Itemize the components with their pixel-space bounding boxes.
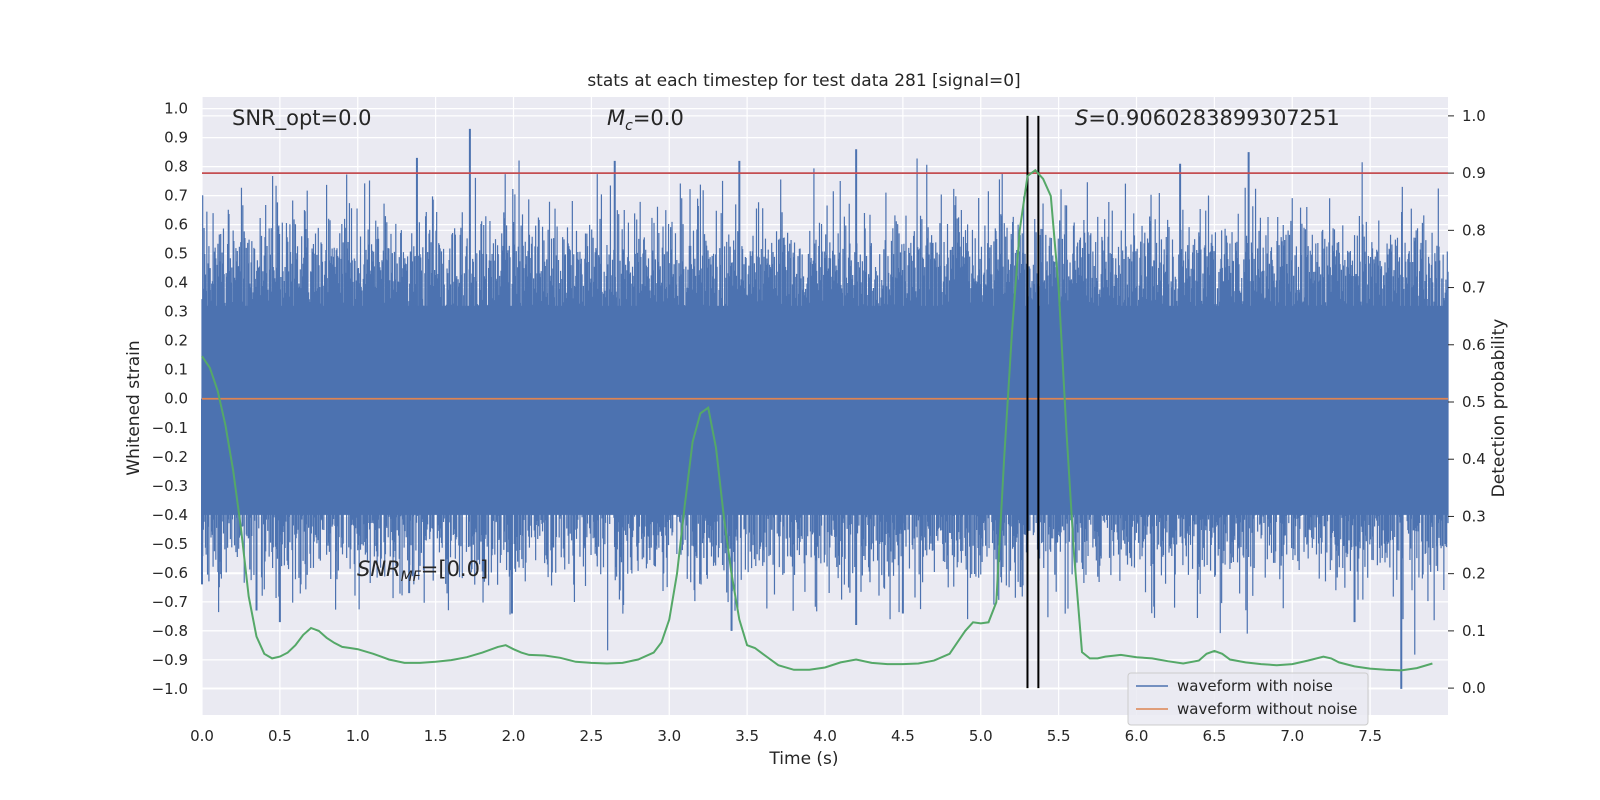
y-axis-label: Whitened strain — [124, 340, 144, 475]
y-tick-label: 0.7 — [164, 187, 188, 205]
y2-tick-label: 0.3 — [1462, 507, 1486, 525]
x-tick-label: 0.0 — [190, 727, 214, 745]
legend-box — [1127, 672, 1369, 726]
annotation-mc-value: =0.0 — [633, 106, 684, 130]
y2-tick-label: 0.6 — [1462, 336, 1486, 354]
y-tick-label: −0.1 — [152, 419, 188, 437]
legend-label-waveform-without-noise: waveform without noise — [1177, 700, 1357, 718]
x-tick-label: 6.5 — [1202, 727, 1226, 745]
x-tick-label: 2.0 — [502, 727, 526, 745]
y2-tick-label: 0.9 — [1462, 164, 1486, 182]
annotation-snr-mf: SNRMF=[0.0] — [357, 557, 488, 585]
y2-tick-label: 0.8 — [1462, 221, 1486, 239]
x-tick-label: 4.5 — [891, 727, 915, 745]
detection-markers — [1026, 115, 1040, 689]
x-tick-label: 1.0 — [346, 727, 370, 745]
y-axis-ticks: 1.0 0.9 0.8 0.7 0.6 0.5 0.4 0.3 0.2 0.1 0.0 −0.1 −0.… — [152, 100, 188, 698]
annotation-mc-subscript: c — [625, 118, 633, 134]
y-tick-label: 0.1 — [164, 361, 188, 379]
y-tick-label: −0.8 — [152, 622, 188, 640]
x-tick-label: 1.5 — [424, 727, 448, 745]
legend-label-waveform-with-noise: waveform with noise — [1177, 677, 1333, 695]
annotation-s-symbol: S — [1075, 106, 1088, 130]
y-tick-label: 0.6 — [164, 216, 188, 234]
x-tick-label: 0.5 — [268, 727, 292, 745]
chart-title: stats at each timestep for test data 281… — [587, 71, 1020, 91]
annotation-snr-mf-value: =[0.0] — [421, 557, 488, 581]
x-tick-label: 6.0 — [1125, 727, 1149, 745]
y2-axis-label: Detection probability — [1489, 319, 1509, 498]
y-tick-label: −0.9 — [152, 651, 188, 669]
x-axis-ticks: 0.0 0.5 1.0 1.5 2.0 2.5 3.0 3.5 4.0 4.5 5.0 5.5 6.0 6… — [190, 727, 1382, 745]
annotation-s: S=0.9060283899307251 — [1075, 106, 1340, 130]
annotation-mc: Mc=0.0 — [607, 106, 684, 134]
annotation-snr-opt: SNR_opt=0.0 — [232, 106, 372, 131]
noise-core-band — [202, 305, 1448, 515]
y2-tick-label: 1.0 — [1462, 107, 1486, 125]
x-tick-label: 4.0 — [813, 727, 837, 745]
annotation-snr-mf-symbol: SNR — [357, 557, 401, 581]
y-tick-label: −0.4 — [152, 506, 188, 524]
y-tick-label: 0.2 — [164, 332, 188, 350]
y2-tick-label: 0.5 — [1462, 393, 1486, 411]
y2-tick-label: 0.2 — [1462, 565, 1486, 583]
x-tick-label: 3.0 — [657, 727, 681, 745]
x-tick-label: 7.5 — [1358, 727, 1382, 745]
annotation-mc-symbol: M — [607, 106, 625, 130]
y-tick-label: −0.3 — [152, 477, 188, 495]
y2-tick-label: 0.1 — [1462, 622, 1486, 640]
y2-axis-ticks: 1.0 0.9 0.8 0.7 0.6 0.5 0.4 0.3 0.2 0.1 0.0 — [1448, 107, 1486, 697]
y2-tick-label: 0.7 — [1462, 279, 1486, 297]
x-tick-label: 3.5 — [735, 727, 759, 745]
y-tick-label: −1.0 — [152, 680, 188, 698]
x-tick-label: 7.0 — [1280, 727, 1304, 745]
annotation-s-value: =0.9060283899307251 — [1088, 106, 1339, 130]
series-waveform-with-noise-peaks — [201, 128, 1403, 689]
x-tick-label: 5.0 — [969, 727, 993, 745]
legend: waveform with noise waveform without noi… — [1127, 672, 1369, 726]
x-axis-label: Time (s) — [768, 749, 838, 769]
y-tick-label: −0.5 — [152, 535, 188, 553]
y-tick-label: 1.0 — [164, 100, 188, 118]
x-tick-label: 5.5 — [1047, 727, 1071, 745]
y-tick-label: −0.7 — [152, 593, 188, 611]
y2-tick-label: 0.4 — [1462, 450, 1486, 468]
y-tick-label: 0.4 — [164, 274, 188, 292]
y-tick-label: 0.3 — [164, 303, 188, 321]
annotation-snr-mf-subscript: MF — [401, 569, 422, 585]
x-tick-label: 2.5 — [579, 727, 603, 745]
y-tick-label: 0.9 — [164, 129, 188, 147]
y-tick-label: 0.5 — [164, 245, 188, 263]
y-tick-label: −0.2 — [152, 448, 188, 466]
y-tick-label: −0.6 — [152, 564, 188, 582]
y2-tick-label: 0.0 — [1462, 679, 1486, 697]
y-tick-label: 0.0 — [164, 390, 188, 408]
series-detection-probability — [201, 168, 1433, 672]
y-tick-label: 0.8 — [164, 158, 188, 176]
